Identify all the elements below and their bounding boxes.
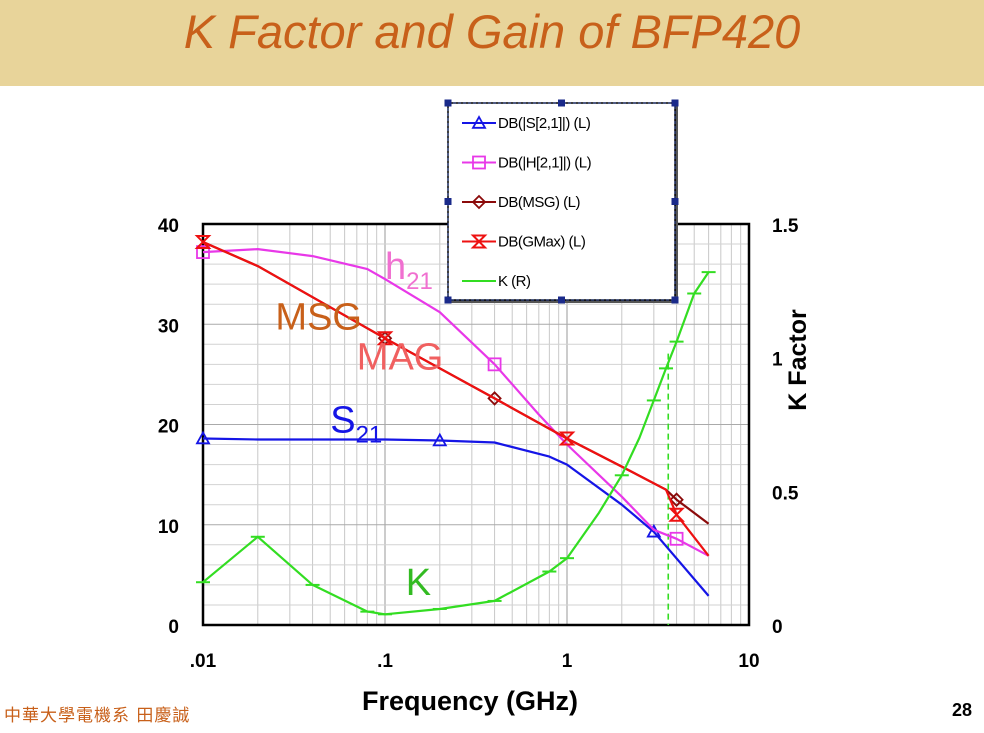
x-axis-label: Frequency (GHz) [362, 686, 578, 716]
y-tick-label: 40 [158, 216, 179, 237]
series-line [202, 437, 710, 597]
legend-resize-handle [671, 198, 679, 205]
curve-label: S21 [330, 400, 382, 449]
series-marker [669, 492, 684, 507]
legend-label: K (R) [498, 273, 531, 290]
series-4 [194, 235, 710, 557]
x-tick-label: .1 [377, 651, 393, 672]
legend-swatch-marker [471, 194, 487, 210]
y2-tick-label: 1.5 [772, 216, 799, 237]
legend-resize-handle [444, 99, 452, 107]
y-tick-label: 20 [158, 417, 179, 438]
legend-entry: DB(MSG) (L) [462, 194, 581, 211]
y-tick-label: 30 [158, 316, 179, 337]
series-marker [376, 331, 394, 346]
y2-tick-label: 0.5 [772, 483, 799, 504]
x-tick-label: 10 [738, 651, 759, 672]
legend-label: DB(GMax) (L) [498, 234, 586, 251]
series-line [202, 248, 710, 557]
series-marker [558, 431, 576, 446]
y2-axis-label: K Factor [784, 309, 812, 411]
curve-label: h21 [385, 246, 433, 295]
y2-tick-label: 1 [772, 350, 783, 371]
legend-label: DB(|S[2,1]|) (L) [498, 115, 591, 132]
legend-resize-handle [671, 99, 679, 107]
legend-resize-handle [558, 296, 565, 304]
legend-entry: DB(GMax) (L) [462, 234, 586, 251]
series-marker [194, 235, 212, 250]
legend-entry: DB(|H[2,1]|) (L) [462, 155, 592, 172]
series-marker [195, 430, 211, 445]
curve-label: K [406, 562, 431, 604]
legend[interactable]: DB(|S[2,1]|) (L) DB(|H[2,1]|) (L) DB(MSG) … [444, 99, 679, 304]
series-marker [669, 531, 684, 546]
legend-swatch-marker [472, 155, 486, 170]
footer-department: 中華大學電機系 田慶誠 [4, 706, 191, 726]
slide-title: K Factor and Gain of BFP420 [183, 5, 801, 58]
curve-label: MSG [275, 296, 362, 338]
series-2 [196, 245, 710, 557]
title-bar: K Factor and Gain of BFP420 [0, 0, 984, 86]
legend-swatch-marker [470, 234, 488, 249]
y-tick-label: 0 [168, 617, 179, 638]
series-marker [196, 245, 210, 259]
legend-swatch-marker [471, 115, 487, 129]
series-marker [487, 357, 502, 372]
legend-resize-handle [671, 296, 679, 304]
legend-label: DB(|H[2,1]|) (L) [498, 155, 592, 172]
series-layer [194, 235, 716, 625]
legend-resize-handle [558, 99, 565, 107]
legend-entry: DB(|S[2,1]|) (L) [462, 115, 591, 132]
legend-resize-handle [444, 198, 452, 205]
legend-resize-handle [444, 296, 452, 304]
legend-entry: K (R) [462, 273, 532, 290]
legend-label: DB(MSG) (L) [498, 194, 581, 211]
series-1 [195, 430, 710, 597]
y-tick-label: 10 [158, 517, 179, 538]
axis-ticks: .01 .1 1 10 0 10 20 30 40 0 0.5 1 1.5 [158, 216, 799, 672]
series-marker [432, 432, 448, 447]
curve-label: MAG [357, 336, 444, 378]
series-5 [196, 271, 716, 616]
x-tick-label: 1 [562, 651, 573, 672]
series-marker [668, 507, 685, 522]
page-number: 28 [951, 700, 972, 720]
y2-tick-label: 0 [772, 617, 783, 638]
x-tick-label: .01 [190, 651, 217, 672]
